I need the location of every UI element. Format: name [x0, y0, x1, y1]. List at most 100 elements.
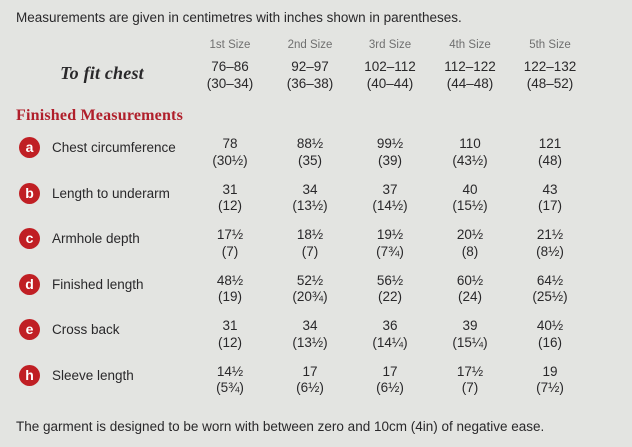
row-badge-e: e	[19, 319, 40, 340]
to-fit-value-cell: 122–132 (48–52)	[510, 59, 590, 92]
value-cell: 37 (14½)	[350, 182, 430, 215]
value-cell: 52½ (20¾)	[270, 273, 350, 306]
value-in: (35)	[297, 152, 322, 168]
row-label: Finished length	[52, 276, 144, 292]
value-in: (7¾)	[376, 243, 404, 259]
value-in: (25½)	[532, 289, 568, 304]
to-fit-value-cell: 102–112 (40–44)	[350, 59, 430, 92]
to-fit-in: (36–38)	[286, 75, 334, 91]
measurement-rows: a Chest circumference 78 (30½) 88½ (35) 99…	[14, 136, 618, 409]
value-in: (20¾)	[292, 289, 328, 304]
value-in: (48)	[537, 152, 562, 168]
value-cell: 19 (7½)	[510, 364, 590, 397]
value-in: (12)	[217, 198, 242, 213]
value-cell: 14½ (5¾)	[190, 364, 270, 397]
to-fit-value-cell: 112–122 (44–48)	[430, 59, 510, 92]
to-fit-cm: 112–122	[444, 59, 496, 74]
size-header-3: 3rd Size	[368, 39, 412, 51]
value-cell: 121 (48)	[510, 136, 590, 169]
row-label-cell: e Cross back	[14, 318, 190, 340]
value-cell: 34 (13½)	[270, 182, 350, 215]
value-cell: 40 (15½)	[430, 182, 510, 215]
value-in: (39)	[377, 152, 402, 168]
row-label-cell: h Sleeve length	[14, 364, 190, 386]
value-cell: 48½ (19)	[190, 273, 270, 306]
value-cm: 21½	[536, 227, 564, 242]
row-label: Sleeve length	[52, 367, 134, 383]
value-in: (19)	[217, 289, 242, 304]
value-in: (12)	[217, 334, 242, 350]
value-cell: 78 (30½)	[190, 136, 270, 169]
value-cm: 20½	[456, 227, 484, 242]
to-fit-in: (44–48)	[446, 75, 494, 91]
value-cm: 99½	[376, 136, 404, 151]
value-in: (16)	[537, 334, 562, 350]
row-badge-a: a	[19, 137, 40, 158]
value-cm: 43	[542, 181, 558, 197]
value-cell: 88½ (35)	[270, 136, 350, 169]
row-label: Length to underarm	[52, 185, 170, 201]
value-cm: 40	[462, 181, 478, 197]
row-label-cell: c Armhole depth	[14, 227, 190, 249]
value-cell: 31 (12)	[190, 182, 270, 215]
value-in: (22)	[377, 289, 402, 304]
value-in: (7½)	[536, 380, 564, 395]
value-cell: 64½ (25½)	[510, 273, 590, 306]
row-armhole-depth: c Armhole depth 17½ (7) 18½ (7) 19½ (7¾) 20…	[14, 227, 618, 273]
to-fit-chest-label: To fit chest	[60, 63, 144, 83]
size-header-4: 4th Size	[449, 39, 491, 51]
negative-ease-note: The garment is designed to be worn with …	[16, 419, 545, 434]
value-in: (15½)	[452, 198, 488, 213]
value-cell: 17 (6½)	[350, 364, 430, 397]
to-fit-value-cell: 92–97 (36–38)	[270, 59, 350, 92]
row-cross-back: e Cross back 31 (12) 34 (13½) 36 (14¼) 39 (1…	[14, 318, 618, 364]
value-cm: 17½	[456, 363, 484, 379]
header-spacer	[14, 38, 190, 39]
value-cell: 18½ (7)	[270, 227, 350, 260]
value-in: (6½)	[296, 380, 324, 395]
value-cm: 31	[222, 181, 238, 197]
value-cm: 14½	[216, 363, 244, 379]
size-header-5: 5th Size	[529, 39, 571, 51]
value-in: (43½)	[452, 152, 488, 168]
value-in: (8)	[461, 243, 479, 259]
value-cell: 17 (6½)	[270, 364, 350, 397]
value-cell: 110 (43½)	[430, 136, 510, 169]
value-cm: 60½	[456, 272, 484, 288]
value-in: (6½)	[376, 380, 404, 395]
row-badge-c: c	[19, 228, 40, 249]
value-cell: 56½ (22)	[350, 273, 430, 306]
to-fit-in: (40–44)	[366, 75, 414, 91]
value-in: (7)	[301, 243, 319, 259]
row-length-to-underarm: b Length to underarm 31 (12) 34 (13½) 37 (1…	[14, 182, 618, 228]
row-label: Cross back	[52, 322, 120, 337]
value-cell: 34 (13½)	[270, 318, 350, 351]
value-cm: 121	[538, 136, 562, 151]
value-cell: 21½ (8½)	[510, 227, 590, 260]
value-in: (30½)	[212, 152, 248, 168]
value-in: (24)	[457, 289, 482, 304]
value-cm: 18½	[296, 227, 324, 242]
to-fit-chest-row: To fit chest 76–86 (30–34) 92–97 (36–38)…	[14, 59, 618, 92]
intro-text: Measurements are given in centimetres wi…	[16, 10, 462, 25]
value-cm: 34	[302, 318, 318, 333]
value-cm: 31	[222, 318, 238, 333]
value-cm: 37	[382, 181, 398, 197]
value-in: (14½)	[372, 198, 408, 213]
value-cm: 17½	[216, 227, 244, 242]
value-in: (13½)	[292, 334, 328, 350]
row-label-cell: a Chest circumference	[14, 136, 190, 158]
to-fit-cm: 122–132	[523, 59, 577, 74]
value-cm: 64½	[536, 272, 564, 288]
value-cell: 19½ (7¾)	[350, 227, 430, 260]
value-cm: 78	[222, 136, 238, 151]
value-cm: 34	[302, 181, 318, 197]
value-cm: 19	[542, 363, 558, 379]
value-cm: 48½	[216, 272, 244, 288]
value-in: (7)	[461, 380, 479, 395]
row-chest-circumference: a Chest circumference 78 (30½) 88½ (35) 99…	[14, 136, 618, 182]
value-cell: 40½ (16)	[510, 318, 590, 351]
value-in: (7)	[221, 243, 239, 259]
value-cell: 17½ (7)	[190, 227, 270, 260]
